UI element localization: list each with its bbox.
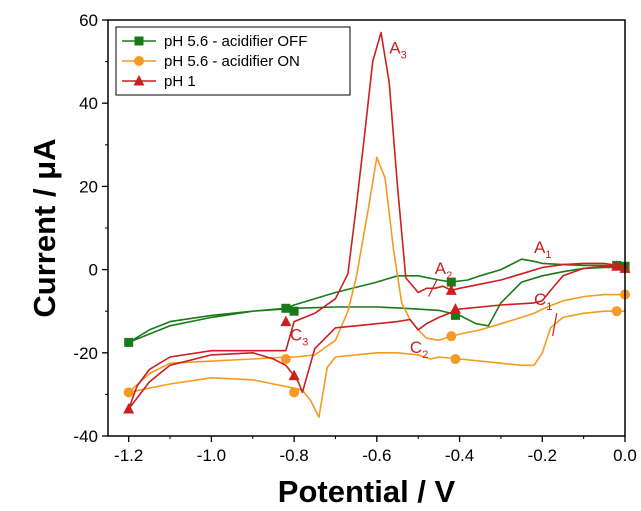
legend: pH 5.6 - acidifier OFF pH 5.6 - acidifier…	[115, 26, 351, 96]
series-marker	[611, 306, 622, 317]
series-marker	[280, 354, 291, 365]
legend-label: pH 5.6 - acidifier ON	[164, 53, 300, 70]
annotation-leader	[552, 313, 558, 337]
y-tick-label: 60	[79, 11, 98, 30]
x-tick-label: -1.2	[114, 446, 143, 465]
series-marker	[288, 369, 300, 381]
series-marker	[289, 387, 300, 398]
legend-marker	[133, 75, 145, 86]
series-marker	[124, 337, 134, 347]
legend-label: pH 5.6 - acidifier OFF	[164, 33, 307, 50]
series-marker	[449, 303, 461, 314]
series-layer	[123, 31, 631, 419]
peak-annotation: C3	[290, 325, 308, 348]
series-1	[124, 258, 630, 347]
series-2	[123, 156, 630, 419]
y-tick-label: 40	[79, 94, 98, 113]
ticks-layer: -1.2 -1.0 -0.8 -0.6 -0.4 -0.2 0.0 -40 -20 0 20 40 60	[73, 11, 636, 465]
series-marker	[450, 354, 461, 365]
x-tick-label: -0.8	[279, 446, 308, 465]
x-axis-title: Potential / V	[278, 474, 456, 509]
series-marker	[289, 306, 299, 316]
x-tick-label: 0.0	[613, 446, 637, 465]
series-marker	[611, 260, 623, 271]
series-marker	[280, 315, 292, 327]
y-tick-label: 0	[89, 261, 98, 280]
x-tick-label: -0.4	[445, 446, 474, 465]
y-axis-title: Current / μA	[27, 138, 62, 317]
series-marker	[446, 277, 456, 287]
series-marker	[281, 303, 291, 313]
x-tick-label: -1.0	[197, 446, 226, 465]
annotation-leader	[428, 279, 438, 297]
legend-label: pH 1	[164, 73, 196, 90]
x-tick-label: -0.2	[528, 446, 557, 465]
legend-marker	[134, 56, 144, 66]
peak-annotation: A2	[435, 259, 452, 282]
series-line	[127, 156, 625, 419]
peak-annotation: A1	[534, 238, 551, 261]
peak-annotation: C1	[534, 290, 552, 313]
series-marker	[446, 331, 457, 342]
series-marker	[450, 310, 460, 320]
y-tick-label: -40	[73, 427, 98, 446]
series-marker	[445, 284, 457, 295]
series-marker	[123, 387, 134, 398]
legend-marker	[134, 36, 144, 46]
peak-annotation: C2	[410, 338, 428, 361]
y-tick-label: -20	[73, 344, 98, 363]
annotations-layer: A3 A2 A1 C1 C2 C3	[290, 38, 558, 361]
series-marker	[123, 402, 135, 414]
x-tick-label: -0.6	[362, 446, 391, 465]
y-tick-label: 20	[79, 177, 98, 196]
series-line	[127, 258, 625, 344]
peak-annotation: A3	[389, 38, 406, 61]
